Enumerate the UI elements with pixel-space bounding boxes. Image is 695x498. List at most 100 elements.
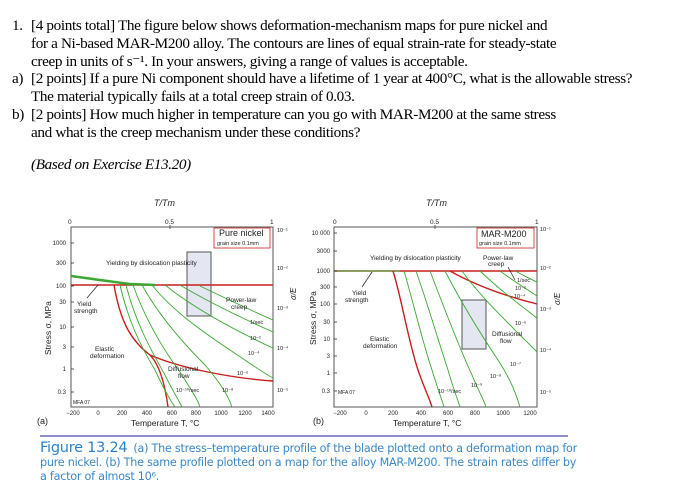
svg-text:1000: 1000	[214, 411, 228, 417]
svg-text:10: 10	[59, 325, 66, 331]
svg-text:10⁻³: 10⁻³	[540, 307, 551, 313]
svg-text:1000: 1000	[496, 411, 510, 417]
part-a-line-2: The material typically fails at a total …	[31, 88, 355, 105]
chart-b-region-elastic-2: deformation	[363, 343, 398, 350]
part-b-line-2: and what is the creep mechanism under th…	[31, 124, 361, 141]
figure-caption: Figure 13.24 (a) The stress–temperature p…	[40, 441, 580, 484]
chart-b-top-tick-0: 0	[333, 219, 337, 226]
svg-text:1000: 1000	[317, 269, 331, 275]
svg-text:3: 3	[63, 345, 67, 351]
chart-a-contour-label-2: 10⁻²	[250, 336, 261, 342]
chart-b-right-ticks: 10⁻¹ 10⁻² 10⁻³ 10⁻⁴ 10⁻⁵	[540, 227, 552, 396]
chart-b-region-plc-2: creep	[488, 261, 505, 268]
chart-b-x-ticks: −200 0 200 400 600 800 1000 1200	[333, 411, 537, 417]
source-note: (Based on Exercise E13.20)	[31, 156, 191, 173]
svg-text:100: 100	[320, 302, 331, 308]
svg-text:1: 1	[327, 371, 331, 377]
chart-b-subtitle: grain size 0.1mm	[479, 241, 521, 247]
chart-a-contour-label-1: 1/sec	[250, 320, 263, 326]
chart-a-yield-label-2: strength	[74, 308, 98, 315]
chart-b-contour-label-1: 1/sec	[517, 278, 530, 284]
chart-a-yield-label-1: Yield	[77, 301, 92, 308]
chart-b-region-yielding: Yielding by dislocation plasticity	[370, 255, 462, 262]
chart-a-x-ticks: −200 0 200 400 600 800 1000 1200 1400	[66, 411, 275, 417]
svg-text:−200: −200	[333, 411, 347, 417]
question-number: 1.	[12, 17, 23, 34]
chart-a-region-diffusional-2: flow	[178, 373, 190, 380]
chart-b-contour-label-9: 10⁻⁹	[471, 382, 482, 389]
chart-a-contour-label-10: 10⁻¹⁰/sec	[176, 387, 199, 394]
svg-text:300: 300	[56, 261, 67, 267]
svg-text:400: 400	[416, 411, 427, 417]
svg-text:800: 800	[470, 411, 481, 417]
chart-b-top-tick-05: 0.5	[430, 219, 439, 226]
chart-a-top-tick-05: 0.5	[165, 219, 174, 226]
chart-a-pure-nickel: T/Tm 0 0.5 1 Yielding by dislocation p	[37, 198, 298, 428]
svg-text:0: 0	[96, 411, 100, 417]
svg-text:1200: 1200	[238, 411, 252, 417]
svg-text:10⁻¹: 10⁻¹	[540, 227, 551, 233]
svg-text:10⁻²: 10⁻²	[540, 266, 551, 272]
chart-a-region-elastic-2: deformation	[90, 353, 125, 360]
chart-a-right-ticks: 10⁻¹ 10⁻² 10⁻³ 10⁻⁴ 10⁻⁵	[277, 228, 289, 394]
chart-a-panel-label: (a)	[37, 416, 48, 426]
chart-a-subtitle: grain size 0.1mm	[217, 241, 259, 247]
svg-text:30: 30	[323, 320, 330, 326]
chart-a-y-ticks: 1000 300 100 30 10 3 1 0.3	[53, 241, 67, 396]
svg-text:1400: 1400	[261, 411, 275, 417]
question-intro-line-1: [4 points total] The figure below shows …	[31, 17, 548, 34]
svg-text:100: 100	[56, 284, 67, 290]
svg-text:10⁻³: 10⁻³	[277, 306, 288, 312]
caption-rule	[40, 435, 568, 437]
svg-text:200: 200	[388, 411, 399, 417]
chart-a-top-axis-label: T/Tm	[154, 198, 175, 208]
chart-a-x-axis-label: Temperature T, °C	[131, 418, 199, 428]
figure-caption-label: Figure 13.24	[40, 440, 128, 456]
chart-b-yield-label-1: Yield	[352, 290, 367, 297]
chart-a-contour-label-6: 10⁻⁶	[237, 370, 248, 377]
chart-a-right-axis-label: σ/E	[289, 287, 298, 300]
chart-b-region-elastic-1: Elastic	[370, 336, 390, 343]
svg-text:10 000: 10 000	[312, 231, 331, 237]
chart-b-y-ticks: 10 000 3000 1000 300 100 30 10 3 1 0.3	[312, 231, 331, 395]
chart-b-panel-label: (b)	[313, 416, 324, 426]
chart-b-contour-label-7: 10⁻⁷	[510, 361, 521, 368]
chart-a-contour-label-8: 10⁻⁸	[222, 387, 233, 394]
chart-a-contour-label-4: 10⁻⁴	[248, 350, 260, 357]
chart-a-strain-rate-contours	[119, 284, 274, 408]
chart-a-y-axis-label: Stress σ, MPa	[43, 301, 53, 355]
part-b-line-1: [2 points] How much higher in temperatur…	[31, 106, 556, 123]
chart-b-contour-label-4: 10⁻⁴	[514, 293, 526, 300]
chart-a-region-yielding: Yielding by dislocation plasticity	[106, 260, 198, 267]
figure-caption-text: (a) The stress–temperature profile of th…	[40, 442, 577, 483]
chart-a-top-tick-1: 1	[270, 219, 274, 226]
chart-b-right-axis-label: σ/E	[553, 292, 562, 305]
chart-a-region-elastic-1: Elastic	[95, 346, 115, 353]
part-a-line-1: [2 points] If a pure Ni component should…	[31, 70, 633, 87]
chart-a-plot-area	[70, 226, 274, 408]
chart-b-x-axis-label: Temperature T, °C	[393, 418, 461, 428]
svg-text:600: 600	[167, 411, 178, 417]
svg-text:800: 800	[191, 411, 202, 417]
chart-a-region-diffusional-1: Diffusional	[168, 366, 199, 373]
chart-b-title: MAR-M200	[481, 229, 527, 239]
svg-text:1000: 1000	[53, 241, 67, 247]
svg-text:400: 400	[142, 411, 153, 417]
svg-text:0.3: 0.3	[58, 390, 67, 396]
question-intro-line-2: for a Ni-based MAR-M200 alloy. The conto…	[31, 35, 557, 52]
svg-text:3: 3	[327, 354, 331, 360]
svg-text:10: 10	[323, 337, 330, 343]
chart-b-mfa-label: MFA 07	[338, 390, 355, 396]
chart-a-region-plc-1: Power-law	[226, 297, 257, 304]
chart-b-contour-label-8: 10⁻⁸	[490, 373, 501, 380]
chart-a-region-plc-2: creep	[231, 304, 248, 311]
question-intro-line-3: creep in units of s⁻¹. In your answers, …	[31, 53, 468, 70]
svg-text:10⁻⁴: 10⁻⁴	[277, 345, 289, 352]
svg-text:1200: 1200	[523, 411, 537, 417]
svg-text:10⁻²: 10⁻²	[277, 266, 288, 272]
svg-text:10⁻⁵: 10⁻⁵	[277, 387, 288, 394]
chart-b-top-axis-label: T/Tm	[426, 198, 447, 208]
chart-b-mar-m200: T/Tm 0 0.5 1 Yielding by dislocation pla…	[308, 198, 562, 428]
svg-text:30: 30	[59, 300, 66, 306]
